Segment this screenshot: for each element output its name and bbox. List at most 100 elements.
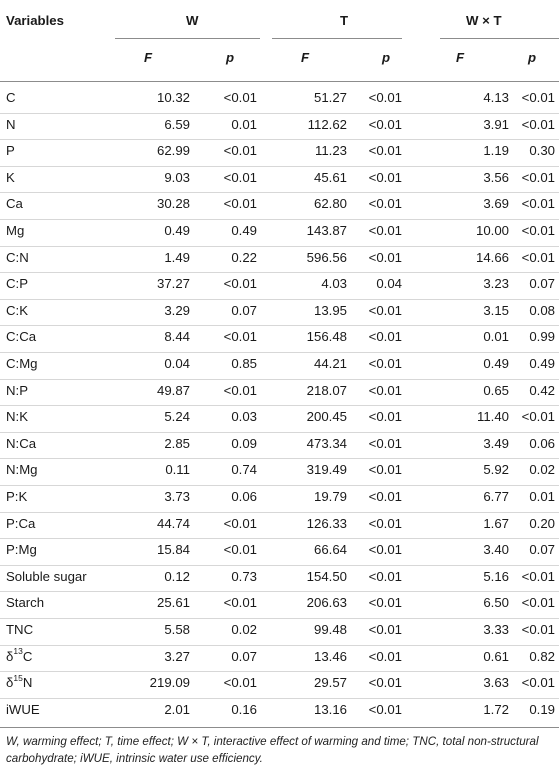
f-value-cell: 0.61 (483, 648, 509, 664)
p-value-cell: <0.01 (368, 648, 402, 664)
f-value-cell: 51.27 (313, 90, 347, 105)
p-value-cell: <0.01 (521, 196, 555, 212)
row-label-suffix: C (22, 648, 33, 664)
p-value-cell: <0.01 (368, 143, 402, 159)
p-value-cell: <0.01 (368, 196, 402, 212)
row-divider (0, 485, 559, 486)
row-label-suffix: N (22, 675, 33, 691)
row-label-text: K (6, 169, 15, 185)
row-divider (0, 245, 559, 247)
p-value-cell: 0.06 (529, 435, 555, 451)
row-label: C:Ca (6, 329, 36, 344)
p-value-cell: <0.01 (368, 515, 402, 531)
header-group-wxt: W × T (466, 13, 502, 28)
f-value-cell: 8.44 (164, 329, 190, 345)
f-value-cell: 5.58 (164, 622, 190, 637)
header-variables: Variables (6, 13, 64, 28)
f-value-cell: 156.48 (306, 329, 347, 345)
f-value-cell: 319.49 (306, 462, 347, 478)
row-label: Ca (6, 196, 23, 211)
f-value-cell: 45.61 (313, 169, 347, 185)
p-value-cell: 0.82 (529, 648, 555, 664)
row-divider (0, 219, 559, 220)
row-divider (0, 591, 559, 593)
p-value-cell: 0.22 (231, 249, 257, 265)
p-value-cell: <0.01 (521, 568, 555, 584)
header-p-wxt: p (528, 50, 537, 65)
row-label-text: N:K (6, 409, 28, 425)
f-value-cell: 206.63 (306, 595, 347, 611)
f-value-cell: 6.50 (483, 595, 509, 611)
f-value-cell: 218.07 (306, 382, 347, 398)
f-value-cell: 0.12 (164, 568, 190, 584)
f-value-cell: 25.61 (156, 595, 190, 611)
row-label: N:K (6, 409, 28, 424)
p-value-cell: 0.99 (529, 329, 555, 345)
row-divider (0, 511, 559, 513)
f-value-cell: 11.23 (314, 143, 347, 159)
f-value-cell: 6.77 (483, 489, 509, 504)
row-label: Starch (6, 595, 44, 610)
p-value-cell: 0.07 (231, 648, 257, 664)
f-value-cell: 5.92 (483, 462, 509, 478)
p-value-cell: <0.01 (368, 169, 402, 185)
f-value-cell: 3.29 (164, 302, 190, 318)
f-value-cell: 4.13 (483, 90, 509, 105)
header-p-t: p (382, 50, 391, 65)
p-value-cell: <0.01 (223, 329, 257, 345)
header-p-w: p (226, 50, 235, 65)
row-divider (0, 644, 559, 646)
p-value-cell: <0.01 (368, 249, 402, 265)
row-label-superscript: 15 (13, 672, 23, 683)
f-value-cell: 126.33 (306, 515, 347, 531)
row-divider (0, 352, 559, 353)
row-label-text: Mg (6, 223, 25, 238)
row-label: P:Ca (6, 516, 35, 531)
p-value-cell: <0.01 (521, 169, 555, 185)
p-value-cell: 0.04 (376, 276, 402, 292)
p-value-cell: <0.01 (368, 568, 402, 584)
f-value-cell: 200.45 (306, 409, 347, 425)
row-label: C:K (6, 303, 28, 318)
p-value-cell: <0.01 (368, 435, 402, 451)
f-value-cell: 473.34 (306, 435, 347, 451)
row-divider (0, 298, 559, 300)
row-divider (0, 564, 559, 566)
row-label: N:Mg (6, 462, 38, 477)
p-value-cell: <0.01 (368, 542, 402, 558)
f-value-cell: 6.59 (164, 116, 190, 132)
group-rule-t (272, 38, 402, 39)
row-label: δ15N (6, 672, 33, 691)
p-value-cell: 0.07 (529, 276, 555, 292)
f-value-cell: 19.79 (313, 489, 347, 504)
f-value-cell: 3.40 (483, 542, 509, 558)
f-value-cell: 29.57 (313, 675, 347, 691)
f-value-cell: 99.48 (313, 622, 347, 637)
p-value-cell: <0.01 (368, 489, 402, 504)
table-bottom-rule (0, 727, 559, 729)
p-value-cell: <0.01 (223, 595, 257, 611)
p-value-cell: <0.01 (223, 382, 257, 398)
p-value-cell: <0.01 (368, 90, 402, 105)
f-value-cell: 596.56 (306, 249, 347, 265)
f-value-cell: 30.28 (156, 196, 190, 212)
row-divider (0, 671, 559, 673)
row-divider (0, 165, 559, 167)
p-value-cell: <0.01 (368, 329, 402, 345)
f-value-cell: 44.74 (156, 515, 190, 531)
p-value-cell: <0.01 (223, 542, 257, 558)
f-value-cell: 62.80 (313, 196, 347, 212)
row-divider (0, 378, 559, 380)
row-label-text: N:Ca (6, 435, 37, 451)
f-value-cell: 1.67 (483, 515, 509, 531)
f-value-cell: 62.99 (156, 143, 190, 159)
header-f-wxt: F (456, 50, 465, 65)
row-label-text: C:N (6, 249, 29, 265)
p-value-cell: <0.01 (223, 169, 257, 185)
row-label: Mg (6, 223, 24, 238)
f-value-cell: 3.69 (483, 196, 509, 212)
f-value-cell: 0.04 (164, 356, 190, 371)
p-value-cell: 0.49 (529, 356, 555, 371)
p-value-cell: <0.01 (223, 143, 257, 159)
p-value-cell: <0.01 (521, 675, 555, 691)
